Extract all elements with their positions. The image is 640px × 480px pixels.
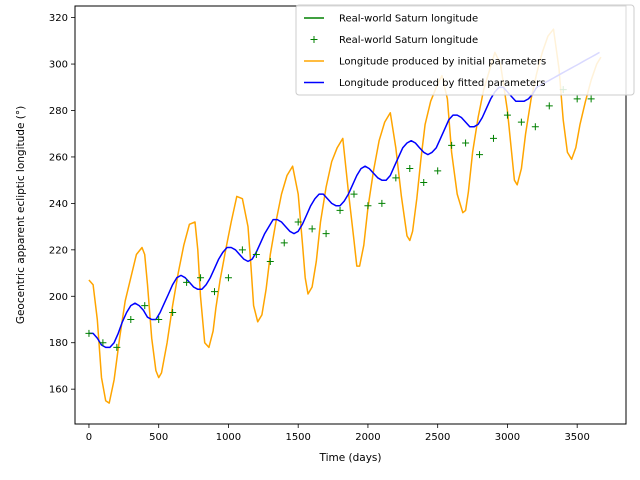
legend-box	[295, 4, 635, 96]
y-axis: 160 180 200 220 240 260 280 300 320	[49, 13, 75, 396]
y-tick-label: 180	[49, 338, 68, 349]
data-point	[434, 167, 442, 175]
x-tick-label: 2500	[425, 432, 450, 443]
data-point	[183, 278, 191, 286]
x-tick-label: 1000	[216, 432, 241, 443]
data-point	[322, 230, 330, 238]
legend-label: Longitude produced by fitted parameters	[339, 78, 545, 89]
x-tick-label: 3500	[564, 432, 589, 443]
y-tick-label: 320	[49, 13, 68, 24]
data-point	[294, 218, 302, 226]
data-point	[127, 316, 135, 323]
data-point	[141, 302, 149, 310]
data-point	[364, 202, 372, 210]
data-point	[308, 225, 316, 233]
x-tick-label: 1500	[285, 432, 310, 443]
data-point	[266, 257, 274, 265]
data-point	[420, 178, 428, 186]
y-tick-label: 260	[49, 152, 68, 163]
y-axis-label: Geocentric apparent ecliptic longitude (…	[15, 106, 27, 324]
data-point	[336, 206, 344, 214]
data-point	[378, 199, 386, 207]
data-point	[503, 111, 511, 119]
data-point	[573, 95, 581, 103]
data-point	[448, 141, 456, 149]
series-line	[88, 28, 602, 404]
data-point	[155, 316, 163, 323]
x-axis: 0 500 1000 1500 2000 2500 3000 3500	[86, 424, 590, 443]
data-point	[210, 288, 218, 296]
legend: Real-world Saturn longitude Real-world Sa…	[295, 4, 635, 96]
data-point	[113, 343, 121, 351]
data-point	[406, 165, 414, 173]
legend-label: Real-world Saturn longitude	[339, 14, 478, 25]
y-tick-label: 200	[49, 292, 68, 303]
x-tick-label: 3000	[495, 432, 520, 443]
data-point	[476, 151, 484, 159]
y-tick-label: 240	[49, 199, 68, 210]
y-tick-label: 300	[49, 60, 68, 71]
data-point	[545, 102, 553, 110]
x-axis-label: Time (days)	[318, 452, 381, 464]
x-tick-label: 0	[86, 432, 92, 443]
y-tick-label: 160	[49, 385, 68, 396]
data-point	[169, 309, 177, 317]
series-line	[88, 51, 600, 349]
data-point	[587, 95, 595, 103]
x-tick-label: 500	[149, 432, 168, 443]
data-point	[350, 190, 358, 198]
data-point	[238, 246, 246, 254]
legend-label: Real-world Saturn longitude	[339, 35, 478, 46]
legend-swatch	[310, 36, 318, 43]
data-point	[531, 123, 539, 131]
data-point	[99, 339, 107, 347]
legend-label: Longitude produced by initial parameters	[339, 57, 546, 68]
data-point	[392, 174, 400, 182]
data-point	[252, 250, 260, 258]
data-point	[489, 134, 497, 142]
data-point	[462, 139, 470, 147]
x-tick-label: 2000	[355, 432, 380, 443]
data-point	[517, 118, 525, 126]
y-tick-label: 220	[49, 245, 68, 256]
data-point	[280, 239, 288, 247]
data-point	[224, 274, 232, 282]
data-point	[197, 274, 205, 282]
data-point	[85, 329, 93, 337]
y-tick-label: 280	[49, 106, 68, 117]
